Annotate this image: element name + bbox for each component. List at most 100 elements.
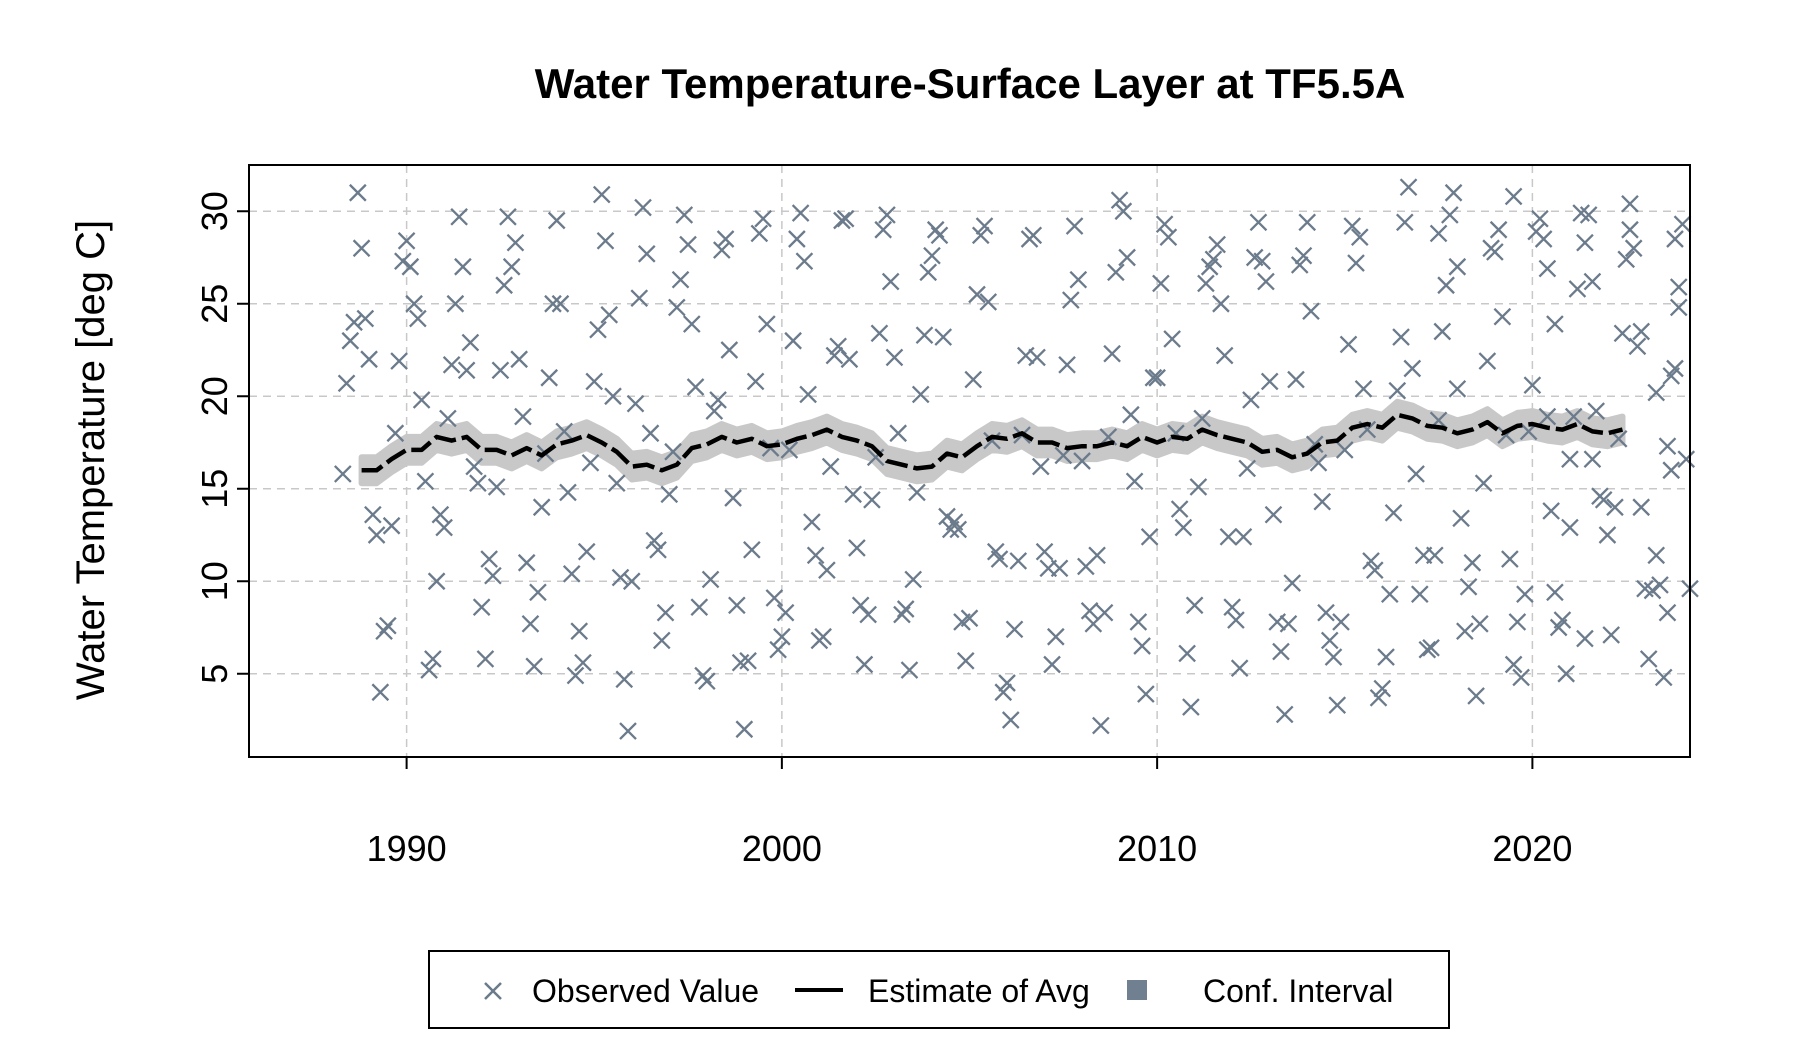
x-tick-label: 2010 [1117, 828, 1197, 869]
observed-point [1583, 450, 1602, 468]
observed-point [439, 409, 457, 428]
observed-point [1504, 655, 1523, 674]
observed-point [739, 651, 757, 670]
observed-point [893, 605, 911, 624]
observed-point [356, 309, 375, 328]
observed-point [881, 272, 900, 291]
observed-point [409, 309, 427, 328]
observed-point [998, 674, 1016, 692]
observed-point [454, 257, 472, 276]
observed-point [1238, 459, 1257, 478]
observed-point [1073, 452, 1091, 470]
observed-point [405, 294, 423, 313]
observed-point [345, 313, 363, 332]
observed-point [1001, 711, 1020, 729]
observed-point [1628, 337, 1647, 356]
observed-point [979, 293, 998, 311]
observed-point [525, 657, 544, 676]
observed-point [1504, 187, 1523, 206]
observed-point [1448, 380, 1467, 398]
observed-point [630, 289, 649, 308]
observed-point [1152, 274, 1170, 293]
observed-point [761, 439, 780, 457]
observed-point [679, 235, 697, 254]
observed-point [1046, 627, 1065, 646]
observed-point [1651, 576, 1669, 594]
observed-point [908, 483, 926, 502]
observed-point [1182, 698, 1200, 716]
observed-point [836, 209, 855, 228]
observed-point [1553, 611, 1572, 629]
observed-point [1129, 613, 1148, 631]
observed-point [611, 568, 630, 587]
observed-point [1328, 696, 1347, 715]
observed-point [1268, 613, 1287, 631]
x-tick-label: 2000 [742, 828, 822, 869]
observed-point [394, 252, 412, 271]
x-tick-label: 1990 [367, 828, 447, 869]
chart-title: Water Temperature-Surface Layer at TF5.5… [535, 60, 1406, 107]
observed-point [1621, 220, 1639, 239]
observed-point [461, 333, 480, 352]
observed-point [559, 483, 577, 502]
observed-point [728, 596, 746, 615]
observed-point [592, 185, 611, 204]
observed-point [427, 572, 446, 591]
observed-point [371, 683, 390, 702]
observed-point [1197, 274, 1215, 293]
observed-point [1272, 642, 1290, 661]
observed-point [803, 513, 821, 531]
observed-point [1508, 613, 1527, 631]
observed-point [1114, 202, 1133, 221]
observed-point [1287, 370, 1305, 389]
observed-point [634, 198, 652, 217]
observed-point [769, 640, 787, 659]
observed-point [1669, 298, 1688, 317]
observed-point [934, 328, 953, 346]
observed-point [1170, 500, 1189, 518]
observed-point [1639, 650, 1658, 668]
y-tick-label: 10 [194, 561, 235, 601]
observed-point [990, 550, 1009, 568]
observed-point [1332, 613, 1350, 631]
observed-point [1501, 550, 1519, 568]
observed-point [923, 246, 941, 265]
observed-point [656, 603, 675, 622]
observed-point [619, 722, 637, 740]
observed-point [1647, 383, 1666, 402]
observed-point [780, 441, 799, 459]
observed-point [1380, 585, 1399, 604]
observed-point [412, 391, 431, 409]
observed-point [1474, 474, 1493, 493]
observed-point [1290, 256, 1309, 274]
observed-point [705, 402, 724, 420]
observed-point [1399, 178, 1418, 197]
observed-point [949, 520, 968, 539]
observed-point [1088, 546, 1106, 565]
observed-point [698, 672, 716, 690]
observed-point [1512, 668, 1530, 687]
observed-point [994, 683, 1013, 702]
observed-point [1392, 328, 1410, 346]
observed-point [1260, 372, 1279, 391]
observed-point [1437, 276, 1455, 295]
observed-point [349, 183, 367, 202]
observed-point [784, 331, 802, 350]
observed-point [401, 257, 420, 276]
observed-point [1009, 552, 1028, 570]
observed-point [1339, 335, 1358, 354]
observed-point [1542, 502, 1560, 520]
observed-point [735, 720, 754, 739]
observed-point [750, 224, 769, 243]
observed-point [544, 294, 562, 313]
observed-point [1275, 705, 1294, 724]
legend-item-estimate: Estimate of Avg [795, 973, 1090, 1009]
observed-point [480, 550, 498, 568]
observed-point [844, 485, 862, 504]
observed-point [360, 350, 378, 369]
observed-point [1426, 546, 1444, 565]
observed-point [855, 655, 874, 674]
observed-point [821, 457, 840, 476]
observed-point [1313, 492, 1332, 511]
observed-point [1463, 553, 1482, 572]
